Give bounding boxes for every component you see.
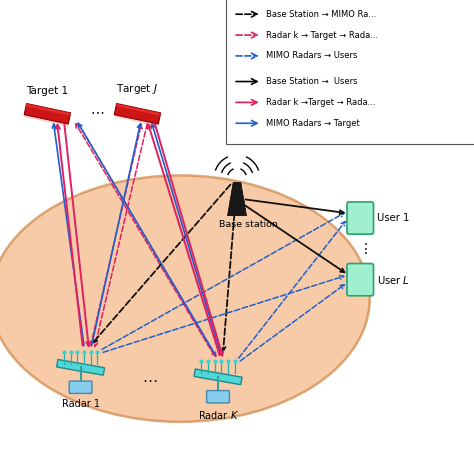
Text: Radar k →Target → Rada...: Radar k →Target → Rada...	[266, 98, 376, 107]
Text: $\cdots$: $\cdots$	[90, 104, 104, 118]
FancyArrowPatch shape	[151, 124, 221, 355]
FancyArrowPatch shape	[56, 125, 82, 346]
FancyArrowPatch shape	[148, 125, 219, 355]
Polygon shape	[116, 103, 161, 116]
FancyArrowPatch shape	[103, 275, 344, 352]
Text: Base Station → MIMO Ra...: Base Station → MIMO Ra...	[266, 10, 377, 18]
FancyArrowPatch shape	[94, 124, 147, 346]
Text: MIMO Radars → Target: MIMO Radars → Target	[266, 119, 360, 128]
FancyBboxPatch shape	[69, 381, 92, 393]
Text: $\cdots$: $\cdots$	[142, 372, 157, 387]
Text: Base Station →  Users: Base Station → Users	[266, 77, 358, 86]
Text: Radar $K$: Radar $K$	[198, 409, 238, 420]
Text: Target 1: Target 1	[27, 86, 68, 96]
Text: Radar k → Target → Rada...: Radar k → Target → Rada...	[266, 31, 379, 39]
Polygon shape	[24, 103, 71, 124]
Text: MIMO Radars → Users: MIMO Radars → Users	[266, 52, 358, 60]
FancyArrowPatch shape	[239, 221, 345, 358]
FancyArrowPatch shape	[245, 205, 345, 272]
FancyArrowPatch shape	[93, 184, 230, 342]
FancyBboxPatch shape	[226, 0, 474, 144]
Text: Base station: Base station	[219, 220, 278, 229]
Text: User 1: User 1	[377, 213, 410, 223]
FancyArrowPatch shape	[91, 124, 142, 346]
FancyArrowPatch shape	[52, 124, 84, 346]
FancyArrowPatch shape	[240, 285, 344, 361]
FancyArrowPatch shape	[78, 123, 216, 356]
FancyBboxPatch shape	[207, 391, 229, 403]
FancyArrowPatch shape	[102, 213, 344, 349]
Polygon shape	[194, 369, 242, 385]
Polygon shape	[26, 103, 71, 116]
FancyBboxPatch shape	[347, 202, 374, 234]
FancyArrowPatch shape	[91, 124, 141, 346]
FancyArrowPatch shape	[78, 123, 216, 356]
Polygon shape	[114, 103, 161, 124]
Text: Target $J$: Target $J$	[117, 82, 158, 96]
FancyArrowPatch shape	[64, 124, 90, 346]
Text: $\vdots$: $\vdots$	[358, 241, 367, 256]
Text: Radar 1: Radar 1	[62, 399, 100, 409]
Ellipse shape	[0, 175, 370, 422]
FancyArrowPatch shape	[221, 185, 237, 351]
FancyArrowPatch shape	[155, 124, 223, 356]
Text: User $L$: User $L$	[377, 273, 410, 286]
Polygon shape	[114, 106, 161, 127]
FancyBboxPatch shape	[347, 264, 374, 296]
Polygon shape	[24, 106, 71, 127]
Polygon shape	[228, 182, 246, 216]
FancyArrowPatch shape	[246, 200, 344, 214]
Polygon shape	[56, 359, 105, 375]
FancyArrowPatch shape	[76, 124, 214, 356]
